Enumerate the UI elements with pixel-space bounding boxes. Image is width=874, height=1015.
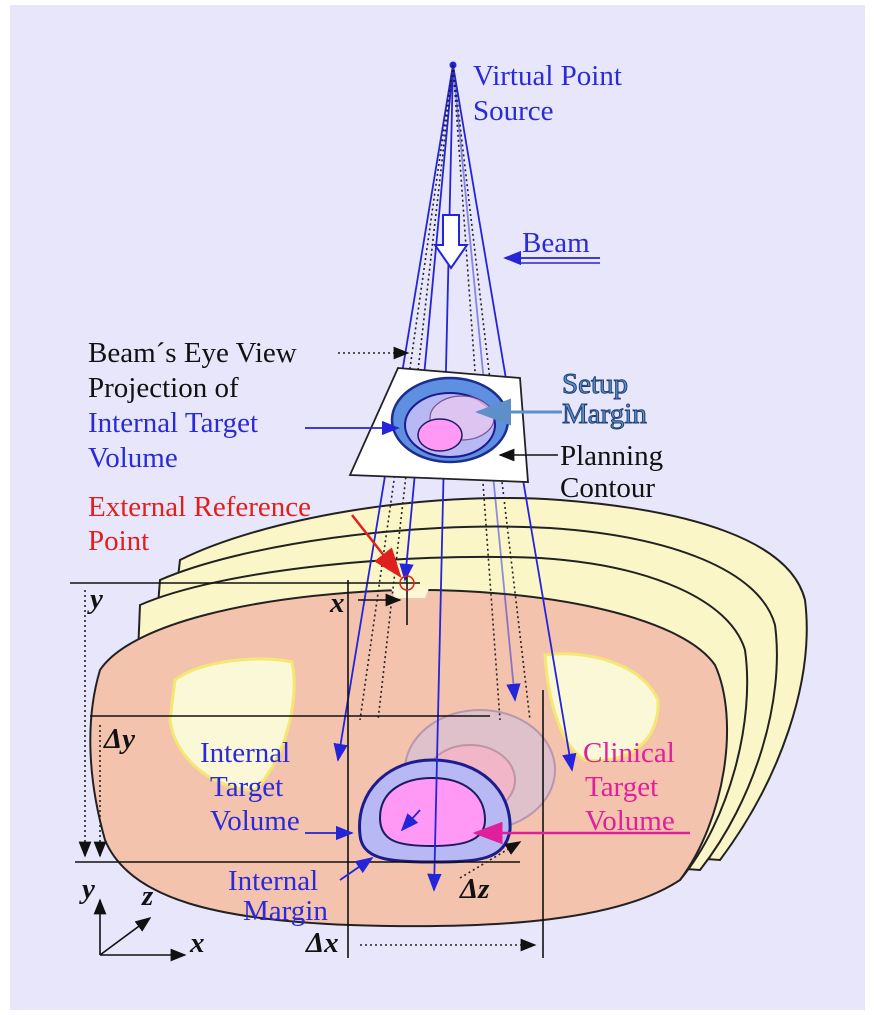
label: Beam´s Eye View xyxy=(88,337,297,369)
label: Point xyxy=(88,525,149,557)
label: Virtual Point xyxy=(473,60,622,92)
label: Contour xyxy=(560,472,655,504)
dimension-label: x xyxy=(329,587,345,619)
label: Internal xyxy=(228,865,318,897)
axis-label: z xyxy=(141,880,154,912)
dimension-label: Δz xyxy=(459,873,490,905)
label: Target xyxy=(210,771,283,803)
label: Projection of xyxy=(88,372,239,404)
label: Volume xyxy=(585,805,675,837)
dimension-label: y xyxy=(87,583,103,615)
dimension-label: Δy xyxy=(103,723,135,755)
label: Target xyxy=(585,771,658,803)
label: Beam xyxy=(522,227,590,259)
label: Margin xyxy=(562,398,647,430)
label: Planning xyxy=(560,440,663,472)
axis-label: y xyxy=(79,873,95,905)
label: Internal xyxy=(200,737,290,769)
dimension-label: Δx xyxy=(305,927,339,959)
label: External Reference xyxy=(88,491,311,523)
label: Internal Target xyxy=(88,407,258,439)
label: Volume xyxy=(210,805,300,837)
label: Setup xyxy=(562,368,628,400)
axis-label: x xyxy=(189,927,205,959)
label: Clinical xyxy=(583,737,675,769)
label: Margin xyxy=(243,895,328,927)
label: Volume xyxy=(88,442,178,474)
label: Source xyxy=(473,95,554,127)
diagram: Virtual Point Source Beam Beam´s Eye Vie… xyxy=(0,0,874,1015)
